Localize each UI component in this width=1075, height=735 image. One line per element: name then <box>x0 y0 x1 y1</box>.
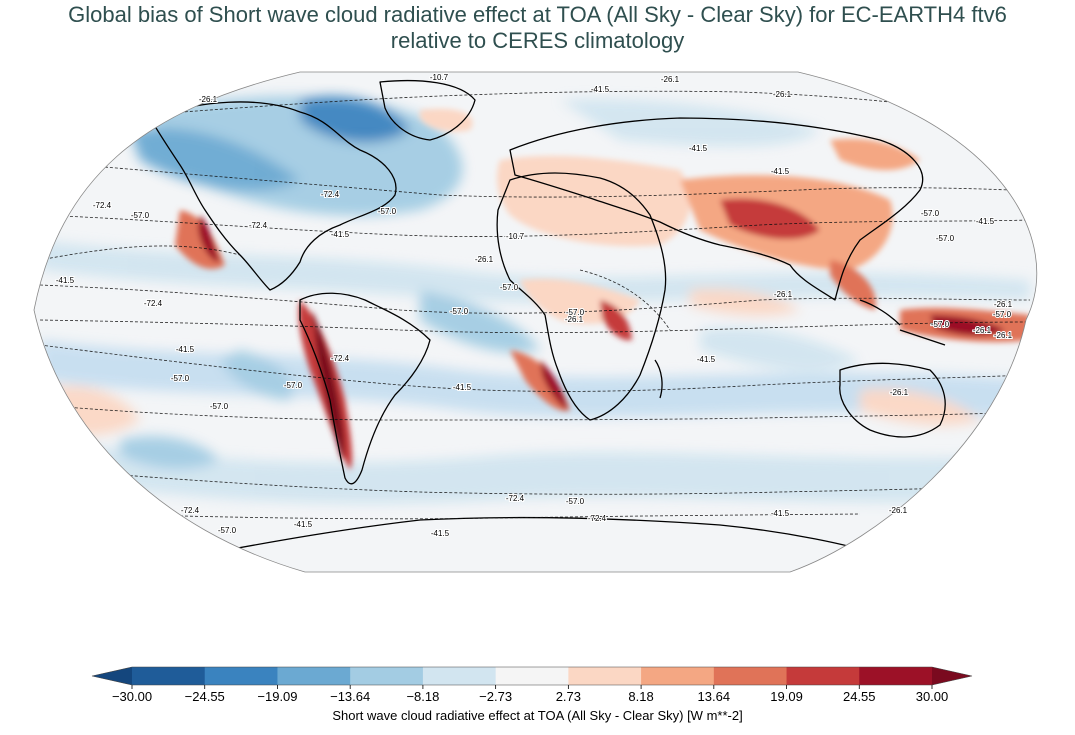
title-line-2: relative to CERES climatology <box>390 28 685 53</box>
contour-label: -26.1 <box>661 75 680 84</box>
colorbar-segment <box>132 667 206 685</box>
contour-label-layer: -10.7 -26.1-26.1-41.5-26.1-72.4-57.0-72.4… <box>55 72 1014 539</box>
colorbar-tick-label: −2.73 <box>479 689 512 704</box>
contour-label: -57.0 <box>566 308 585 317</box>
contour-label: -26.1 <box>994 300 1013 309</box>
colorbar: −30.00 −24.55 −19.09 −13.64 −8.18 −2.73 2.73 8.… <box>91 666 973 704</box>
colorbar-label: Short wave cloud radiative effect at TOA… <box>332 708 743 723</box>
colorbar-segment <box>786 667 860 685</box>
colorbar-tick-label: −8.18 <box>406 689 439 704</box>
contour-label: -26.1 <box>994 331 1013 340</box>
contour-label: -41.5 <box>56 276 75 285</box>
colorbar-segment <box>495 667 569 685</box>
contour-label: -26.1 <box>565 315 584 324</box>
contour-lines <box>39 90 1031 520</box>
contour-label: -72.4 <box>144 299 163 308</box>
colorbar-tick-label: 13.64 <box>698 689 731 704</box>
contour-label: -72.4 <box>588 514 607 523</box>
colorbar-tick-label: 30.00 <box>916 689 949 704</box>
contour-label: -26.1 <box>973 326 992 335</box>
contour-label: -57.0 <box>921 209 940 218</box>
colorbar-extend-high <box>932 667 972 685</box>
contour-label: -57.0 <box>378 207 397 216</box>
contour-label: -26.1 <box>889 506 908 515</box>
contour-label: -41.5 <box>697 355 716 364</box>
map-boundary <box>33 71 1038 573</box>
colorbar-segment <box>422 667 497 685</box>
colorbar-tick-label: −24.55 <box>185 689 225 704</box>
contour-label: -72.4 <box>321 190 340 199</box>
contour-label: -57.0 <box>566 497 585 506</box>
contour-label: -41.5 <box>453 383 472 392</box>
contour-label: -72.4 <box>331 354 350 363</box>
contour-label: -26.1 <box>475 255 494 264</box>
coastlines <box>149 79 946 556</box>
colorbar-tick-label: 2.73 <box>556 689 581 704</box>
contour-label: -57.0 <box>210 402 229 411</box>
contour-label: -72.4 <box>506 494 525 503</box>
contour-label: -26.1 <box>199 95 218 104</box>
contour-label: -72.4 <box>93 201 112 210</box>
map-field <box>34 72 1037 572</box>
contour-label: -10.7 <box>506 232 525 241</box>
title-line-1: Global bias of Short wave cloud radiativ… <box>68 2 1007 27</box>
contour-label: -41.5 <box>771 509 790 518</box>
colorbar-tick-label: −13.64 <box>330 689 370 704</box>
contour-label: -41.5 <box>176 345 195 354</box>
contour-label: -41.5 <box>771 167 790 176</box>
colorbar-tick-label: 24.55 <box>843 689 876 704</box>
contour-label: -26.1 <box>773 90 792 99</box>
contour-label: -41.5 <box>689 144 708 153</box>
contour-label: -57.0 <box>500 283 519 292</box>
colorbar-segment <box>859 667 933 685</box>
colorbar-tick-label: 19.09 <box>770 689 803 704</box>
colorbar-segment <box>277 667 351 685</box>
colorbar-segment <box>350 667 424 685</box>
contour-label: -26.1 <box>890 388 909 397</box>
contour-label: -57.0 <box>450 307 469 316</box>
contour-label: -57.0 <box>931 320 950 329</box>
contour-label: -41.5 <box>431 529 450 538</box>
colorbar-segment <box>568 667 642 685</box>
colorbar-tick-label: 8.18 <box>628 689 653 704</box>
contour-label: -57.0 <box>171 374 190 383</box>
contour-label: -41.5 <box>591 85 610 94</box>
colorbar-extend-low <box>92 667 132 685</box>
contour-label: -57.0 <box>131 211 150 220</box>
colorbar-tick-label: −19.09 <box>257 689 297 704</box>
contour-label: -72.4 <box>249 221 268 230</box>
contour-label: -41.5 <box>976 217 995 226</box>
contour-label: -57.0 <box>284 381 303 390</box>
contour-label: -41.5 <box>294 520 313 529</box>
contour-label: -26.1 <box>774 290 793 299</box>
contour-label: -57.0 <box>936 234 955 243</box>
contour-label: -10.7 <box>430 73 449 82</box>
colorbar-segment <box>204 667 278 685</box>
contour-label: -57.0 <box>993 310 1012 319</box>
figure-title: Global bias of Short wave cloud radiativ… <box>0 2 1075 54</box>
contour-label: -57.0 <box>218 526 237 535</box>
contour-label: -72.4 <box>181 506 200 515</box>
contour-label: -41.5 <box>331 230 350 239</box>
colorbar-segment <box>713 667 788 685</box>
colorbar-tick-label: −30.00 <box>112 689 152 704</box>
colorbar-segment <box>641 667 715 685</box>
